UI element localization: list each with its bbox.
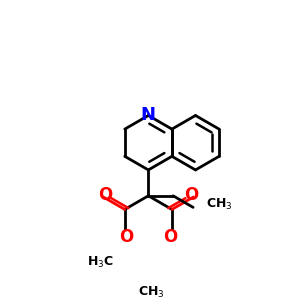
Text: O: O: [184, 186, 199, 204]
Text: H$_3$C: H$_3$C: [87, 255, 114, 270]
Text: O: O: [98, 186, 112, 204]
Text: CH$_3$: CH$_3$: [206, 197, 233, 212]
Text: N: N: [141, 106, 156, 124]
Text: CH$_3$: CH$_3$: [137, 285, 164, 300]
Text: O: O: [163, 228, 177, 246]
Text: O: O: [119, 228, 134, 246]
